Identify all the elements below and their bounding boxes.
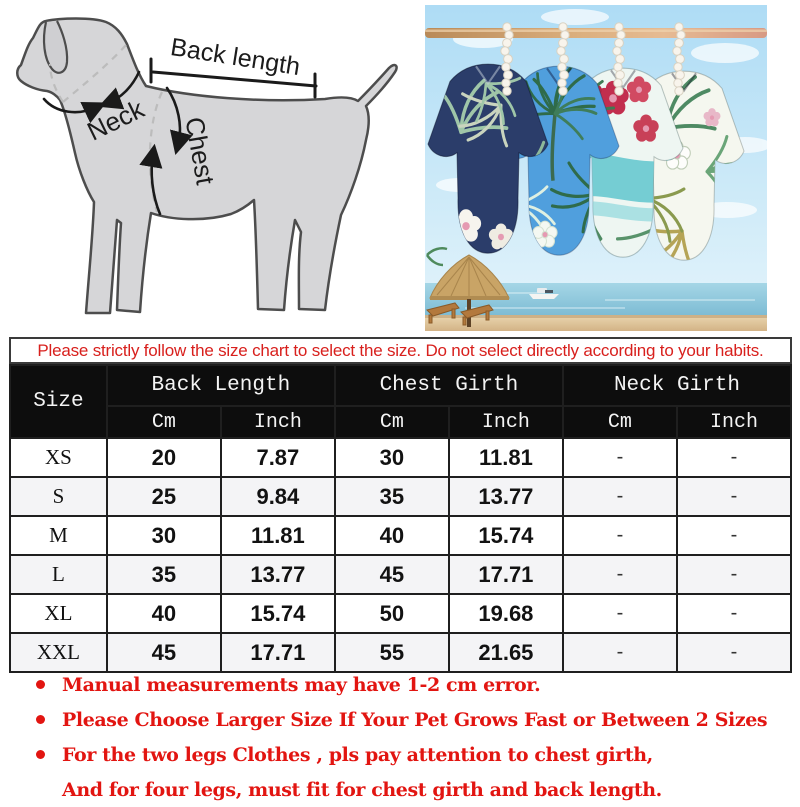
table-cell: 7.87 bbox=[219, 437, 336, 478]
neck-dashed-line bbox=[62, 43, 128, 103]
note-text: And for four legs, must fit for chest gi… bbox=[62, 778, 662, 801]
table-cell: 15.74 bbox=[219, 593, 336, 634]
size-cell: M bbox=[9, 515, 108, 556]
header-chest-girth: Chest Girth bbox=[333, 364, 564, 407]
table-cell: 11.81 bbox=[447, 437, 564, 478]
size-cell: XXL bbox=[9, 632, 108, 673]
chest-arrow-down bbox=[165, 86, 193, 156]
table-cell: 19.68 bbox=[447, 593, 564, 634]
warning-banner: Please strictly follow the size chart to… bbox=[9, 337, 792, 364]
clothes-rod-highlight bbox=[425, 29, 767, 32]
size-cell: L bbox=[9, 554, 108, 595]
table-row: M 30 11.81 40 15.74 - - bbox=[9, 515, 793, 556]
dog-ear bbox=[42, 20, 69, 74]
bullet-icon bbox=[36, 680, 45, 689]
header-unit-inch: Inch bbox=[447, 405, 564, 439]
header-back-length: Back Length bbox=[105, 364, 336, 407]
dog-measurement-diagram: Back length Neck Chest bbox=[16, 17, 398, 315]
dog-shirt-navy bbox=[427, 63, 549, 254]
table-unit-row: Cm Inch Cm Inch Cm Inch bbox=[10, 405, 793, 439]
header-unit-inch: Inch bbox=[675, 405, 793, 439]
table-cell: - bbox=[561, 554, 678, 595]
dog-shirt-hibiscus bbox=[562, 67, 684, 258]
table-cell: 35 bbox=[105, 554, 222, 595]
size-cell: S bbox=[9, 476, 108, 517]
measure-arrows bbox=[42, 70, 193, 216]
table-cell: 13.77 bbox=[219, 554, 336, 595]
table-cell: 11.81 bbox=[219, 515, 336, 556]
note-text: Manual measurements may have 1-2 cm erro… bbox=[62, 673, 541, 696]
back-length-measure-line bbox=[149, 57, 318, 99]
table-cell: - bbox=[561, 515, 678, 556]
table-cell: 15.74 bbox=[447, 515, 564, 556]
table-cell: - bbox=[561, 632, 678, 673]
note-item: Please Choose Larger Size If Your Pet Gr… bbox=[36, 702, 796, 737]
size-cell: XL bbox=[9, 593, 108, 634]
palm-leaf bbox=[425, 247, 448, 267]
note-text: Please Choose Larger Size If Your Pet Gr… bbox=[62, 708, 768, 731]
header-unit-cm: Cm bbox=[561, 405, 678, 439]
boat bbox=[529, 288, 559, 299]
table-cell: 20 bbox=[105, 437, 222, 478]
header-neck-girth: Neck Girth bbox=[561, 364, 793, 407]
table-row: XS 20 7.87 30 11.81 - - bbox=[9, 437, 793, 478]
lounge-chairs bbox=[426, 302, 494, 326]
beach-photo bbox=[425, 5, 767, 331]
table-cell: - bbox=[561, 437, 678, 478]
table-cell: 40 bbox=[105, 593, 222, 634]
table-cell: 17.71 bbox=[447, 554, 564, 595]
header-size: Size bbox=[9, 364, 108, 439]
table-cell: 35 bbox=[333, 476, 450, 517]
table-cell: 30 bbox=[333, 437, 450, 478]
table-cell: 25 bbox=[105, 476, 222, 517]
table-row: XXL 45 17.71 55 21.65 - - bbox=[9, 632, 793, 673]
chest-arrow-up bbox=[139, 143, 163, 216]
neck-arrow-left bbox=[42, 97, 107, 124]
table-cell: 55 bbox=[333, 632, 450, 673]
table-cell: - bbox=[675, 437, 793, 478]
size-cell: XS bbox=[9, 437, 108, 478]
table-cell: - bbox=[675, 515, 793, 556]
table-cell: 45 bbox=[333, 554, 450, 595]
sand bbox=[425, 318, 767, 331]
note-text: For the two legs Clothes , pls pay atten… bbox=[62, 743, 653, 766]
table-row: S 25 9.84 35 13.77 - - bbox=[9, 476, 793, 517]
neck-arrow-right bbox=[98, 70, 141, 110]
notes-list: Manual measurements may have 1-2 cm erro… bbox=[36, 667, 796, 807]
table-cell: - bbox=[675, 632, 793, 673]
table-cell: 50 bbox=[333, 593, 450, 634]
warning-text: Please strictly follow the size chart to… bbox=[37, 340, 764, 360]
table-cell: - bbox=[675, 554, 793, 595]
size-chart-table: Size Back Length Chest Girth Neck Girth … bbox=[9, 364, 793, 673]
table-cell: 17.71 bbox=[219, 632, 336, 673]
note-item: Manual measurements may have 1-2 cm erro… bbox=[36, 667, 796, 702]
note-item: And for four legs, must fit for chest gi… bbox=[36, 772, 796, 807]
table-cell: 13.77 bbox=[447, 476, 564, 517]
table-cell: - bbox=[675, 593, 793, 634]
table-cell: 21.65 bbox=[447, 632, 564, 673]
table-cell: 9.84 bbox=[219, 476, 336, 517]
header-unit-cm: Cm bbox=[333, 405, 450, 439]
header-unit-inch: Inch bbox=[219, 405, 336, 439]
bullet-icon bbox=[36, 750, 45, 759]
table-cell: - bbox=[675, 476, 793, 517]
table-cell: 30 bbox=[105, 515, 222, 556]
table-cell: 45 bbox=[105, 632, 222, 673]
table-row: XL 40 15.74 50 19.68 - - bbox=[9, 593, 793, 634]
header-unit-cm: Cm bbox=[105, 405, 222, 439]
table-row: L 35 13.77 45 17.71 - - bbox=[9, 554, 793, 595]
neck-dashed-line-front bbox=[48, 63, 64, 103]
table-cell: - bbox=[561, 593, 678, 634]
table-cell: 40 bbox=[333, 515, 450, 556]
table-cell: - bbox=[561, 476, 678, 517]
bullet-icon bbox=[36, 715, 45, 724]
wet-sand bbox=[425, 315, 767, 320]
table-header-row: Size Back Length Chest Girth Neck Girth bbox=[9, 364, 793, 439]
note-item: For the two legs Clothes , pls pay atten… bbox=[36, 737, 796, 772]
